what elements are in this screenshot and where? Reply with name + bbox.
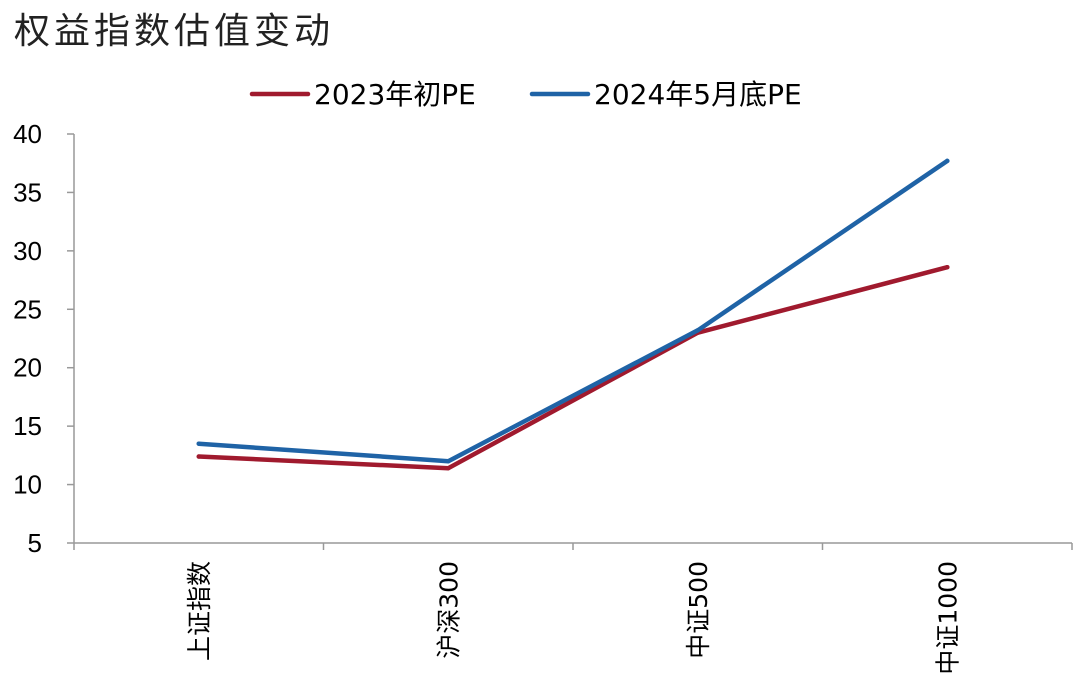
series-line-1	[196, 264, 950, 471]
y-tick-label: 40	[13, 119, 42, 149]
y-tick-label: 5	[28, 528, 42, 558]
series-1-point	[196, 454, 201, 459]
y-tick-label: 30	[13, 236, 42, 266]
series-1-point	[945, 265, 950, 270]
y-tick-label: 10	[13, 470, 42, 500]
series-1-point	[446, 466, 451, 471]
series-2-point	[945, 158, 950, 164]
x-category-label: 沪深300	[434, 561, 463, 659]
x-category-label: 上证指数	[185, 561, 214, 661]
series-2-point	[196, 441, 201, 446]
series-lines	[196, 158, 950, 471]
y-tick-label: 35	[13, 177, 42, 207]
x-category-label: 中证1000	[933, 561, 962, 675]
y-tick-label: 20	[13, 353, 42, 383]
legend-label-1: 2023年初PE	[314, 78, 476, 111]
series-2-point	[446, 459, 451, 464]
y-tick-label: 15	[13, 411, 42, 441]
y-tick-label: 25	[13, 294, 42, 324]
x-ticks: 上证指数 沪深300 中证500 中证1000	[73, 543, 1073, 675]
legend-label-2: 2024年5月底PE	[594, 78, 802, 111]
x-category-label: 中证500	[684, 561, 713, 659]
legend: 2023年初PE 2024年5月底PE	[249, 78, 802, 111]
chart-title: 权益指数估值变动	[14, 11, 335, 52]
axes	[73, 134, 1072, 544]
series-line-2	[196, 158, 950, 464]
y-ticks: 5 10 15 20 25 30 35 40	[13, 119, 74, 558]
series-2-point	[695, 328, 700, 333]
